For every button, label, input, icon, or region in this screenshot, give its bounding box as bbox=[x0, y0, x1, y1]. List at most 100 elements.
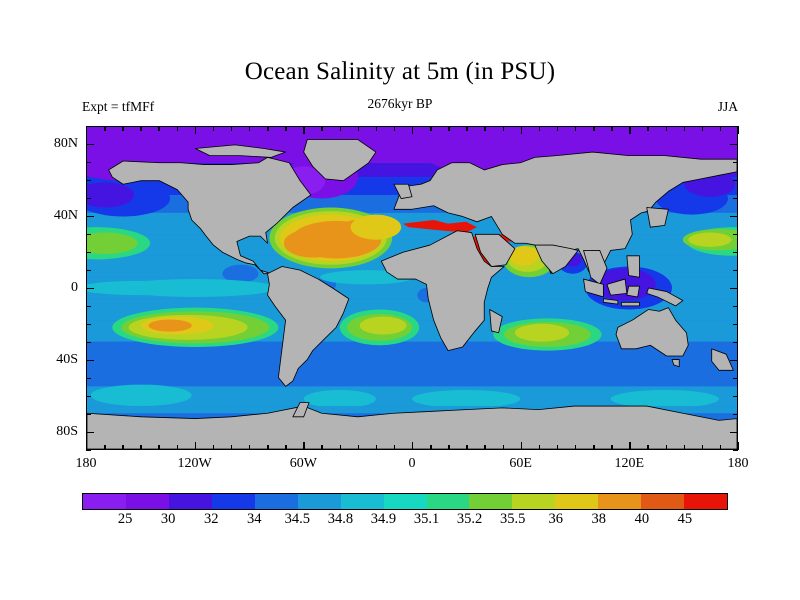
ytickmark-left bbox=[86, 306, 91, 308]
xtickmark-top bbox=[140, 126, 142, 131]
colorbar-band-8 bbox=[426, 494, 470, 509]
colorbar-tick-35.5: 35.5 bbox=[499, 511, 526, 527]
time-label: 2676kyr BP bbox=[367, 96, 433, 111]
y-tick-0: 0 bbox=[71, 280, 78, 295]
xtickmark-top bbox=[158, 126, 160, 131]
xtickmark-top bbox=[249, 126, 251, 131]
colorbar-tick-34.8: 34.8 bbox=[327, 511, 354, 527]
xtickmark-top bbox=[665, 126, 667, 131]
xtickmark-bottom bbox=[448, 445, 450, 450]
xtickmark-bottom bbox=[104, 445, 106, 450]
colorbar-ticklabels: 25 30 32 34 34.5 34.8 34.9 35.1 35.2 35.5 36 38 40 45 bbox=[82, 511, 728, 533]
colorbar-tick-34.9: 34.9 bbox=[370, 511, 397, 527]
colorbar-tick-35.2: 35.2 bbox=[456, 511, 483, 527]
ytickmark-right bbox=[733, 450, 738, 452]
xtickmark-top bbox=[520, 126, 523, 134]
colorbar-band-13 bbox=[641, 494, 685, 509]
colorbar-band-10 bbox=[512, 494, 556, 509]
xtickmark-bottom bbox=[86, 442, 88, 450]
xtickmark-bottom bbox=[701, 445, 704, 450]
colorbar-tick-30: 30 bbox=[160, 511, 176, 527]
page-title: Ocean Salinity at 5m (in PSU) bbox=[244, 58, 556, 85]
xtickmark-top bbox=[502, 126, 504, 131]
xtickmark-bottom bbox=[683, 445, 686, 450]
ytickmark-left bbox=[86, 450, 91, 452]
xtickmark-top bbox=[484, 126, 486, 131]
ytickmark-right bbox=[733, 252, 738, 254]
xtickmark-bottom bbox=[230, 445, 233, 450]
xtickmark-bottom bbox=[466, 445, 468, 450]
xtickmark-top bbox=[285, 126, 287, 131]
ytickmark-left bbox=[86, 234, 91, 236]
xtickmark-bottom bbox=[738, 442, 740, 450]
xtickmark-bottom bbox=[430, 445, 432, 450]
ytickmark-right bbox=[733, 162, 738, 164]
colorbar-band-6 bbox=[340, 494, 384, 509]
ytickmark-right bbox=[733, 234, 738, 236]
ytickmark-right bbox=[733, 324, 738, 326]
ytickmark-right bbox=[733, 126, 738, 128]
colorbar bbox=[82, 493, 728, 510]
ytickmark-left bbox=[86, 198, 91, 200]
xtickmark-top bbox=[212, 126, 215, 131]
xtickmark-top bbox=[176, 126, 178, 131]
xtickmark-top bbox=[466, 126, 468, 131]
ytickmark-left bbox=[86, 342, 91, 344]
colorbar-tick-38: 38 bbox=[591, 511, 607, 527]
x-tick-120E: 120E bbox=[614, 456, 645, 471]
xtickmark-bottom bbox=[575, 445, 577, 450]
xtickmark-top bbox=[738, 126, 740, 134]
ytickmark-left bbox=[86, 288, 94, 290]
ytickmark-right bbox=[730, 144, 738, 146]
x-tick-60E: 60E bbox=[509, 456, 532, 471]
xtickmark-top bbox=[412, 126, 414, 134]
xtickmark-bottom bbox=[647, 445, 649, 450]
ytickmark-right bbox=[730, 216, 738, 218]
colorbar-band-14 bbox=[684, 494, 728, 509]
ytickmark-left bbox=[86, 396, 91, 398]
xtickmark-bottom bbox=[321, 445, 323, 450]
xtickmark-bottom bbox=[520, 442, 523, 450]
xtickmark-bottom bbox=[375, 445, 378, 450]
xtickmark-top bbox=[719, 126, 722, 131]
ytickmark-left bbox=[86, 432, 94, 434]
xtickmark-top bbox=[104, 126, 106, 131]
xtickmark-top bbox=[683, 126, 686, 131]
colorbar-tick-32: 32 bbox=[203, 511, 219, 527]
ytickmark-left bbox=[86, 252, 91, 254]
ytickmark-left bbox=[86, 378, 91, 380]
ytickmark-right bbox=[733, 198, 738, 200]
xtickmark-bottom bbox=[267, 445, 269, 450]
xtickmark-bottom bbox=[303, 442, 305, 450]
ytickmark-left bbox=[86, 180, 91, 182]
xtickmark-bottom bbox=[484, 445, 486, 450]
xtickmark-top bbox=[86, 126, 88, 134]
colorbar-band-1 bbox=[125, 494, 169, 509]
ytickmark-right bbox=[733, 342, 738, 344]
xtickmark-top bbox=[448, 126, 450, 131]
colorbar-tick-34: 34 bbox=[247, 511, 262, 527]
ytickmark-left bbox=[86, 126, 91, 128]
xtickmark-bottom bbox=[140, 445, 142, 450]
xtickmark-top bbox=[629, 126, 631, 134]
colorbar-band-2 bbox=[168, 494, 212, 509]
xtickmark-bottom bbox=[122, 445, 124, 450]
xtickmark-bottom bbox=[212, 445, 215, 450]
xtickmark-bottom bbox=[357, 445, 360, 450]
y-tick-80S: 80S bbox=[56, 424, 78, 439]
xtickmark-bottom bbox=[339, 445, 341, 450]
xtickmark-top bbox=[230, 126, 233, 131]
x-tick-60W: 60W bbox=[289, 456, 317, 471]
colorbar-tick-40: 40 bbox=[634, 511, 650, 527]
xtickmark-bottom bbox=[556, 445, 559, 450]
colorbar-band-4 bbox=[254, 494, 298, 509]
xtickmark-top bbox=[575, 126, 577, 131]
ytickmark-right bbox=[730, 360, 738, 362]
colorbar-band-5 bbox=[297, 494, 341, 509]
xtickmark-top bbox=[430, 126, 432, 131]
ytickmark-left bbox=[86, 360, 94, 362]
colorbar-band-0 bbox=[83, 494, 126, 509]
colorbar-band-9 bbox=[469, 494, 513, 509]
colorbar-band-11 bbox=[555, 494, 599, 509]
xtickmark-top bbox=[303, 126, 305, 134]
